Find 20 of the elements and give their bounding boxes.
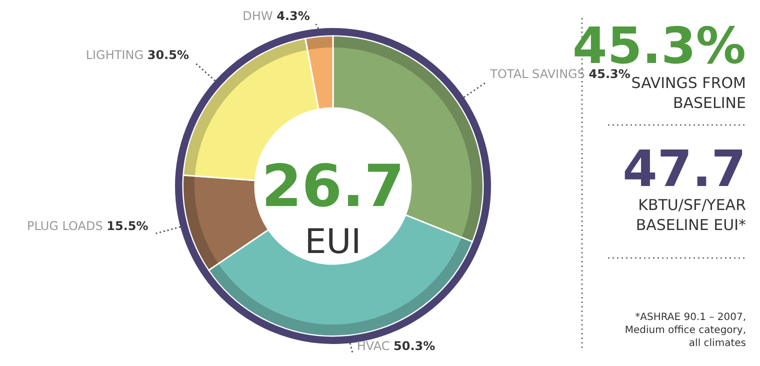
slice-label: PLUG LOADS	[27, 218, 107, 233]
slice-label: LIGHTING	[86, 48, 148, 62]
text: Medium office category,	[624, 325, 746, 336]
text: KBTU/SF/YEAR	[638, 196, 746, 214]
text: SAVINGS FROM	[631, 74, 746, 92]
text: 26.7	[261, 152, 405, 220]
text: BASELINE EUI*	[636, 216, 746, 234]
slice-label: DHW	[242, 9, 277, 23]
text: 47.7	[622, 140, 746, 198]
slice-label: HVAC	[356, 339, 394, 353]
data-label: 50.3%	[394, 339, 436, 353]
text: all climates	[688, 338, 746, 349]
slice-label: TOTAL SAVINGS	[489, 67, 589, 82]
data-label: 4.3%	[276, 9, 310, 23]
data-label: 45.3%	[588, 67, 630, 82]
text: BASELINE	[672, 94, 746, 112]
data-label: 30.5%	[147, 48, 190, 62]
text: *ASHRAE 90.1 – 2007,	[635, 312, 746, 323]
text: EUI	[304, 222, 362, 262]
data-label: 15.5%	[106, 218, 148, 233]
